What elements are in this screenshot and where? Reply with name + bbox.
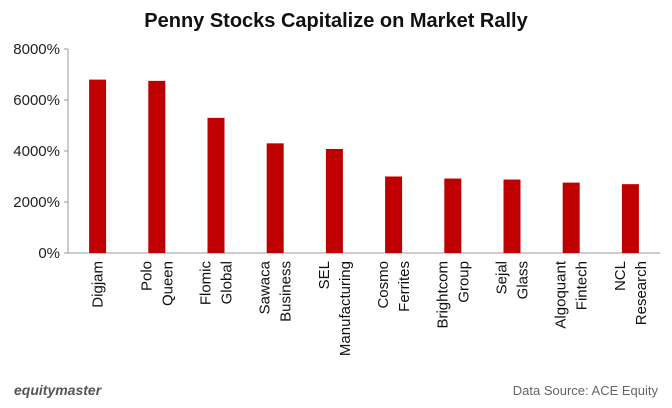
bar [148, 81, 165, 253]
x-tick-label: Group [455, 261, 472, 303]
x-tick-label: Manufacturing [337, 261, 354, 356]
bar [385, 177, 402, 254]
bar [89, 80, 106, 253]
bar [208, 118, 225, 253]
bar [622, 184, 639, 253]
x-tick-label: Queen [159, 261, 176, 306]
bar [267, 143, 284, 253]
x-tick-label: Fintech [574, 261, 591, 310]
y-axis-ticks: 0% 2000% 4000% 6000% 8000% [13, 41, 68, 262]
x-tick-label: Sejal [494, 261, 511, 294]
y-tick-label: 8000% [13, 41, 60, 58]
x-tick-label: SEL [316, 261, 333, 289]
bar-chart: 0% 2000% 4000% 6000% 8000% Digjam Polo Queen Fl… [0, 0, 672, 408]
x-axis-labels: Digjam Polo Queen Flomic Global Sawaca Busines… [90, 260, 650, 356]
x-tick-label: Ferrites [396, 261, 413, 312]
x-tick-label: NCL [612, 261, 629, 291]
x-tick-label: Glass [515, 261, 532, 299]
x-tick-label: Flomic [198, 261, 215, 306]
brand-logo: equitymaster [14, 382, 101, 398]
x-tick-label: Global [219, 261, 236, 304]
x-tick-label: Sawaca [257, 260, 274, 314]
bar [504, 180, 521, 253]
bar [326, 149, 343, 253]
y-tick-label: 6000% [13, 92, 60, 109]
bar [444, 179, 461, 253]
y-tick-label: 2000% [13, 194, 60, 211]
chart-bars [89, 80, 639, 253]
x-tick-label: Digjam [90, 261, 107, 308]
y-tick-label: 4000% [13, 143, 60, 160]
bar [563, 183, 580, 253]
x-tick-label: Algoquant [553, 260, 570, 328]
x-tick-label: Cosmo [375, 261, 392, 309]
x-tick-label: Polo [138, 261, 155, 291]
data-source-note: Data Source: ACE Equity [513, 383, 658, 398]
x-tick-label: Research [633, 261, 650, 325]
y-tick-label: 0% [38, 245, 60, 262]
x-tick-label: Business [278, 261, 295, 322]
x-tick-label: Brightcom [434, 261, 451, 329]
